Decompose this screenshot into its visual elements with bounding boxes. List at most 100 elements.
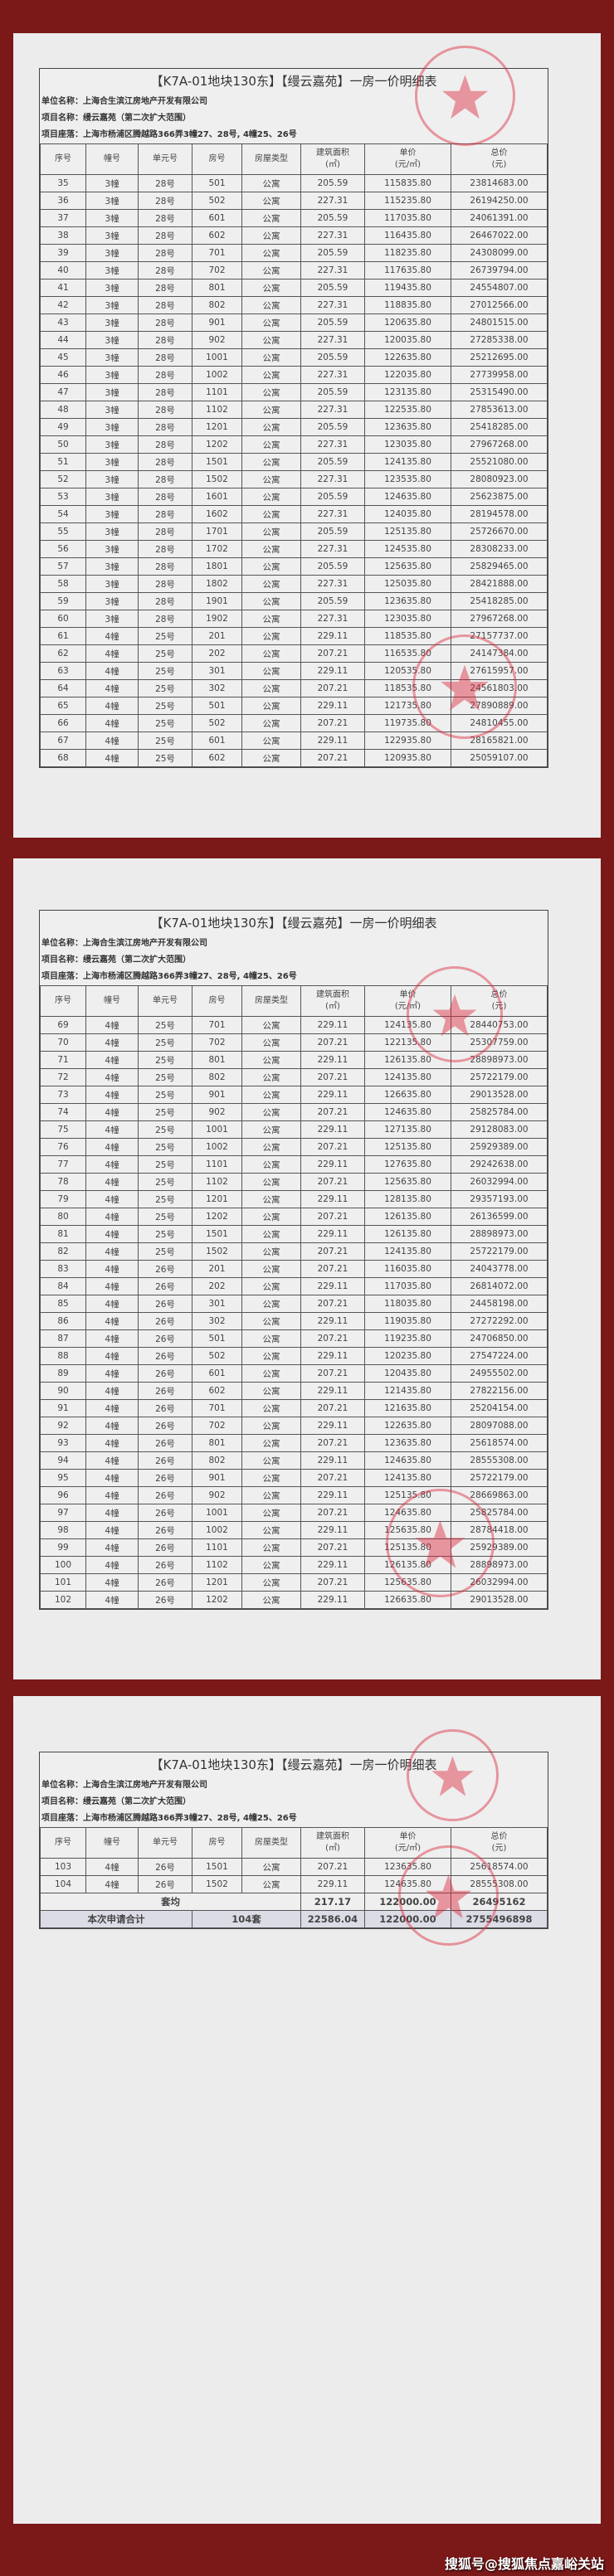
cell-unit: 26号 (138, 1399, 192, 1417)
cell-seq: 70 (40, 1033, 86, 1052)
cell-total-price: 27967268.00 (451, 610, 548, 628)
table-row: 78 4幢 25号 1102 公寓 207.21 125635.80 26032994.00 (40, 1173, 548, 1191)
cell-area: 207.21 (300, 644, 365, 663)
cell-room: 502 (192, 192, 242, 210)
cell-room: 502 (192, 714, 242, 732)
price-sheet-2: 【K7A-01地块130东】【缦云嘉苑】一房一价明细表 单位名称：上海合生滨江房地… (39, 910, 548, 1610)
table-row: 84 4幢 26号 202 公寓 229.11 117035.80 26814072.00 (40, 1277, 548, 1295)
cell-area: 205.59 (300, 279, 365, 297)
table-row: 87 4幢 26号 501 公寓 207.21 119235.80 24706850.00 (40, 1329, 548, 1348)
cell-total-price: 28784418.00 (451, 1521, 548, 1539)
cell-type: 公寓 (241, 1538, 301, 1557)
cell-area: 207.21 (300, 1260, 365, 1278)
cell-unit: 25号 (138, 1138, 192, 1156)
cell-type: 公寓 (241, 1086, 301, 1104)
cell-room: 1202 (192, 435, 242, 454)
cell-room: 1102 (192, 1173, 242, 1191)
cell-building: 4幢 (85, 1573, 139, 1592)
cell-unit: 26号 (138, 1556, 192, 1574)
cell-type: 公寓 (241, 244, 301, 262)
cell-room: 1001 (192, 1504, 242, 1522)
cell-unit: 28号 (138, 261, 192, 279)
cell-unit-price: 126135.80 (364, 1556, 451, 1574)
cell-room: 1502 (192, 470, 242, 488)
cell-total-price: 27615957.00 (451, 662, 548, 680)
cell-unit-price: 128135.80 (364, 1190, 451, 1208)
cell-room: 901 (192, 313, 242, 332)
cell-unit-price: 118835.80 (364, 296, 451, 314)
grand-total-area: 22586.04 (300, 1910, 365, 1928)
cell-unit: 25号 (138, 627, 192, 645)
table-row: 49 3幢 28号 1201 公寓 205.59 123635.80 25418285.00 (40, 418, 548, 436)
column-header-building: 幢号 (85, 1827, 139, 1859)
cell-unit: 28号 (138, 348, 192, 367)
cell-total-price: 25618574.00 (451, 1858, 548, 1876)
column-header-room: 房号 (192, 1827, 242, 1859)
cell-type: 公寓 (241, 1208, 301, 1226)
column-header-area: 建筑面积 (㎡) (300, 1827, 365, 1859)
cell-building: 4幢 (85, 1277, 139, 1295)
table-row: 72 4幢 25号 802 公寓 207.21 124135.80 25722179.00 (40, 1068, 548, 1086)
cell-room: 1201 (192, 1573, 242, 1592)
cell-building: 4幢 (85, 1486, 139, 1504)
cell-unit-price: 122935.80 (364, 731, 451, 750)
cell-unit-price: 123635.80 (364, 592, 451, 610)
cell-room: 1101 (192, 1155, 242, 1174)
cell-type: 公寓 (241, 540, 301, 558)
cell-unit-price: 125135.80 (364, 1486, 451, 1504)
cell-building: 3幢 (85, 244, 139, 262)
cell-total-price: 25204154.00 (451, 1399, 548, 1417)
cell-type: 公寓 (241, 401, 301, 419)
cell-total-price: 27272292.00 (451, 1312, 548, 1330)
cell-total-price: 27822156.00 (451, 1382, 548, 1400)
cell-area: 207.21 (300, 1573, 365, 1592)
cell-seq: 90 (40, 1382, 86, 1400)
cell-unit: 25号 (138, 1173, 192, 1191)
cell-building: 4幢 (85, 644, 139, 663)
company-name: 单位名称：上海合生滨江房地产开发有限公司 (41, 939, 207, 948)
column-header-unit-price: 单价 (元/㎡) (364, 985, 451, 1017)
cell-unit: 28号 (138, 244, 192, 262)
cell-building: 4幢 (85, 662, 139, 680)
cell-total-price: 28308233.00 (451, 540, 548, 558)
cell-area: 229.11 (300, 1417, 365, 1435)
cell-building: 3幢 (85, 401, 139, 419)
price-table: 序号 幢号 单元号 房号 房屋类型 建筑面积 (㎡) 单价 (元/㎡) 总价 (元) 35 3幢 2… (40, 143, 548, 767)
column-header-unit-price: 单价 (元/㎡) (364, 143, 451, 175)
cell-building: 4幢 (85, 1208, 139, 1226)
cell-type: 公寓 (241, 1033, 301, 1052)
table-row: 68 4幢 25号 602 公寓 207.21 120935.80 25059107.00 (40, 749, 548, 767)
table-row: 53 3幢 28号 1601 公寓 205.59 124635.80 25623875.00 (40, 488, 548, 506)
company-name: 单位名称：上海合生滨江房地产开发有限公司 (41, 97, 207, 106)
cell-building: 4幢 (85, 1033, 139, 1052)
cell-unit: 28号 (138, 505, 192, 523)
cell-seq: 80 (40, 1208, 86, 1226)
cell-type: 公寓 (241, 261, 301, 279)
cell-total-price: 29242638.00 (451, 1155, 548, 1174)
cell-type: 公寓 (241, 1155, 301, 1174)
table-row: 89 4幢 26号 601 公寓 207.21 120435.80 24955502.00 (40, 1364, 548, 1383)
cell-building: 4幢 (85, 697, 139, 715)
project-name: 项目名称：缦云嘉苑（第二次扩大范围） (41, 1797, 191, 1806)
cell-unit: 25号 (138, 1068, 192, 1086)
cell-type: 公寓 (241, 313, 301, 332)
cell-seq: 89 (40, 1364, 86, 1383)
cell-unit-price: 124635.80 (364, 488, 451, 506)
table-row: 37 3幢 28号 601 公寓 205.59 117035.80 24061391.00 (40, 209, 548, 227)
cell-building: 3幢 (85, 366, 139, 384)
cell-area: 205.59 (300, 453, 365, 471)
cell-unit: 28号 (138, 488, 192, 506)
cell-room: 1502 (192, 1242, 242, 1261)
cell-unit-price: 117035.80 (364, 1277, 451, 1295)
cell-room: 302 (192, 679, 242, 697)
cell-type: 公寓 (241, 1277, 301, 1295)
cell-unit: 28号 (138, 575, 192, 593)
company-name: 单位名称：上海合生滨江房地产开发有限公司 (41, 1781, 207, 1790)
cell-building: 4幢 (85, 1521, 139, 1539)
project-name: 项目名称：缦云嘉苑（第二次扩大范围） (41, 114, 191, 123)
cell-type: 公寓 (241, 470, 301, 488)
cell-unit-price: 115235.80 (364, 192, 451, 210)
cell-type: 公寓 (241, 679, 301, 697)
cell-area: 207.21 (300, 679, 365, 697)
cell-building: 4幢 (85, 1364, 139, 1383)
